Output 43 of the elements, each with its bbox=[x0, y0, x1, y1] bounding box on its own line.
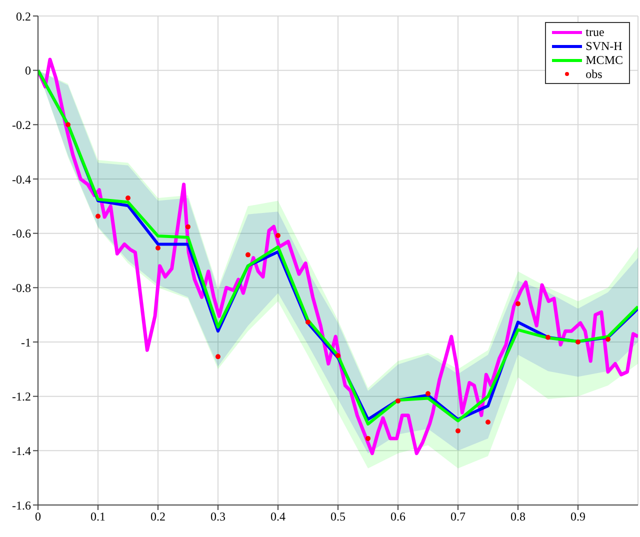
x-tick-label: 0.1 bbox=[90, 510, 106, 524]
point bbox=[66, 122, 70, 128]
y-tick-label: 0 bbox=[25, 64, 31, 78]
point bbox=[486, 420, 490, 425]
point bbox=[366, 436, 370, 441]
legend-label: obs bbox=[586, 67, 602, 81]
point bbox=[426, 391, 430, 396]
point bbox=[456, 428, 460, 434]
y-tick-label: -1 bbox=[21, 335, 31, 350]
point bbox=[396, 398, 400, 404]
x-tick-label: 0.2 bbox=[150, 510, 166, 524]
y-tick-label: 0.2 bbox=[16, 9, 31, 24]
point bbox=[576, 340, 580, 344]
point bbox=[186, 224, 190, 230]
x-tick-label: 0 bbox=[35, 510, 41, 524]
y-tick-label: -1.4 bbox=[12, 444, 31, 458]
point bbox=[216, 354, 220, 360]
x-tick-label: 0.3 bbox=[210, 510, 226, 524]
x-tick-label: 0.9 bbox=[570, 510, 586, 524]
point bbox=[126, 196, 130, 201]
y-tick-label: -1.2 bbox=[12, 390, 31, 404]
x-tick-label: 0.5 bbox=[330, 510, 346, 524]
x-tick-label: 0.4 bbox=[270, 510, 286, 524]
point bbox=[516, 301, 520, 306]
y-tick-label: -0.4 bbox=[12, 172, 31, 186]
point bbox=[336, 353, 340, 358]
x-tick-label: 0.8 bbox=[510, 510, 526, 524]
point bbox=[546, 334, 550, 340]
y-tick-label: -0.8 bbox=[12, 280, 31, 295]
legend-label: true bbox=[586, 25, 604, 39]
y-tick-label: -1.6 bbox=[12, 498, 31, 512]
y-tick-label: -0.6 bbox=[12, 226, 31, 241]
x-tick-label: 0.7 bbox=[450, 510, 466, 524]
legend-label: MCMC bbox=[586, 53, 623, 67]
point bbox=[96, 214, 100, 219]
x-tick-label: 0.6 bbox=[390, 510, 406, 524]
point bbox=[306, 320, 310, 325]
point bbox=[246, 252, 250, 258]
point bbox=[156, 246, 160, 251]
point bbox=[276, 233, 280, 238]
point bbox=[606, 336, 610, 342]
legend-label: SVN-H bbox=[586, 39, 622, 53]
y-tick-label: -0.2 bbox=[12, 118, 31, 132]
